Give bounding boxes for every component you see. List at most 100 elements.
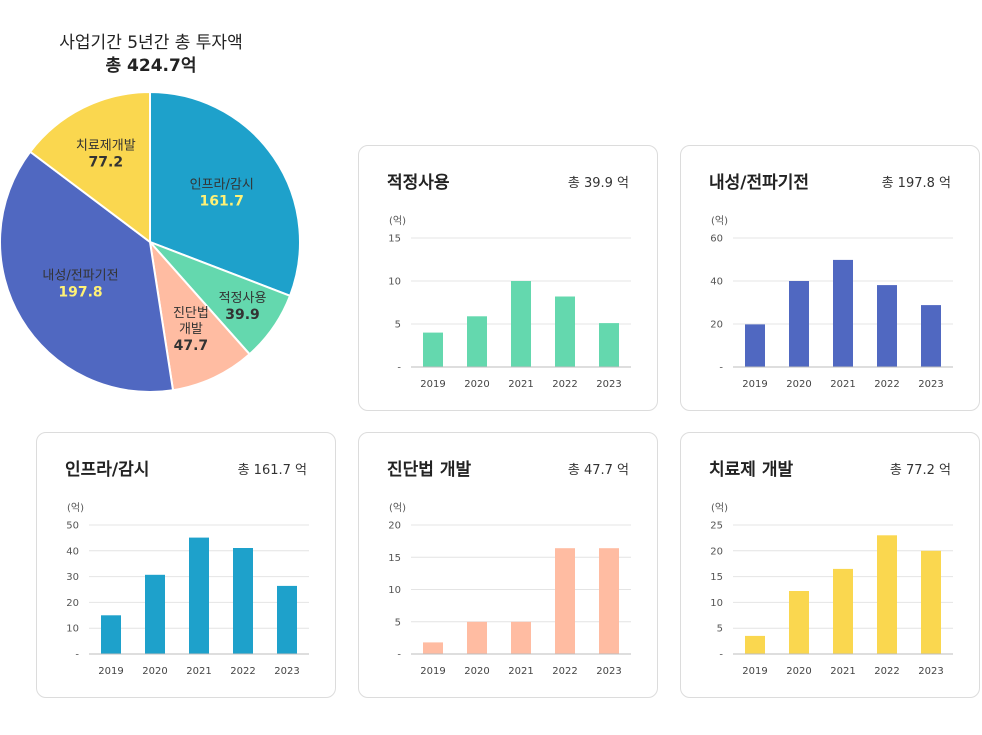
- y-tick-label: 15: [388, 234, 401, 245]
- bar: [555, 548, 575, 654]
- bar-chart-diagnostics: (억) - 5 10 15 20 2019 2020 2021 2022 2023: [388, 502, 631, 677]
- y-tick-label: 10: [388, 585, 401, 596]
- chart-card-infrastructure: 인프라/감시 총 161.7 억 (억) - 10 20 30 40 50 2019 2020 2…: [36, 432, 336, 698]
- bar: [789, 281, 809, 367]
- bar: [189, 537, 209, 654]
- bar-chart-appropriate-use: (억) - 5 10 15 2019 2020 2021 2022 2023: [388, 215, 631, 390]
- bar: [467, 316, 487, 367]
- x-tick-label: 2021: [830, 666, 855, 677]
- chart-card-therapeutics: 치료제 개발 총 77.2 억 (억) - 5 10 15 20 25 2019 2020 202…: [680, 432, 980, 698]
- card-title: 내성/전파기전: [709, 173, 810, 193]
- bar: [877, 285, 897, 367]
- bar: [921, 550, 941, 654]
- card-total: 총 77.2 억: [889, 463, 951, 478]
- y-axis-unit: (억): [711, 502, 728, 514]
- pie-slice: [149, 90, 301, 298]
- card-total: 총 39.9 억: [567, 176, 629, 191]
- bar: [467, 621, 487, 655]
- pie-slice: [148, 238, 251, 392]
- y-tick-label: -: [397, 650, 401, 661]
- x-tick-label: 2023: [596, 379, 621, 390]
- bar: [555, 296, 575, 367]
- x-tick-label: 2022: [874, 379, 899, 390]
- bar-chart-therapeutics: (억) - 5 10 15 20 25 2019 2020 2021 2022 2023: [710, 502, 953, 677]
- pie-slice-label: 적정사용: [219, 291, 267, 306]
- bar: [423, 332, 443, 367]
- pie-slice-value: 161.7: [200, 194, 244, 210]
- x-tick-label: 2019: [420, 666, 445, 677]
- x-tick-label: 2022: [874, 666, 899, 677]
- pie-slice-label: 내성/전파기전: [42, 269, 118, 284]
- y-axis-unit: (억): [67, 502, 84, 514]
- y-tick-label: 5: [717, 624, 723, 635]
- x-tick-label: 2019: [98, 666, 123, 677]
- y-axis-unit: (억): [711, 215, 728, 227]
- bar: [511, 281, 531, 367]
- y-tick-label: 30: [66, 572, 79, 583]
- bar: [833, 568, 853, 654]
- pie-title-total: 총 424.7억: [105, 56, 197, 76]
- chart-card-diagnostics: 진단법 개발 총 47.7 억 (억) - 5 10 15 20 2019 2020 2021 2…: [358, 432, 658, 698]
- x-tick-label: 2019: [420, 379, 445, 390]
- y-tick-label: 20: [710, 320, 723, 331]
- x-tick-label: 2023: [918, 379, 943, 390]
- x-tick-label: 2022: [552, 666, 577, 677]
- x-tick-label: 2021: [508, 379, 533, 390]
- bar: [599, 323, 619, 367]
- bar: [101, 615, 121, 654]
- card-title: 적정사용: [387, 173, 450, 193]
- bar: [789, 591, 809, 654]
- bar: [511, 621, 531, 655]
- y-tick-label: 5: [395, 320, 401, 331]
- x-tick-label: 2020: [464, 666, 489, 677]
- bar: [423, 642, 443, 654]
- y-tick-label: 60: [710, 234, 723, 245]
- card-total: 총 197.8 억: [881, 176, 951, 191]
- y-tick-label: 20: [710, 546, 723, 557]
- bar: [745, 324, 765, 367]
- y-tick-label: 15: [388, 553, 401, 564]
- y-tick-label: 25: [710, 521, 723, 532]
- card-title: 치료제 개발: [709, 460, 794, 480]
- x-tick-label: 2022: [230, 666, 255, 677]
- pie-slice-label: 치료제개발: [76, 138, 136, 153]
- pie-title-line1: 사업기간 5년간 총 투자액: [59, 33, 243, 53]
- x-tick-label: 2023: [596, 666, 621, 677]
- card-total: 총 161.7 억: [237, 463, 307, 478]
- card-total: 총 47.7 억: [567, 463, 629, 478]
- bar: [145, 574, 165, 654]
- x-tick-label: 2023: [918, 666, 943, 677]
- x-tick-label: 2020: [786, 666, 811, 677]
- pie-slice-label: 진단법 개발: [173, 306, 209, 337]
- bar-chart-infrastructure: (억) - 10 20 30 40 50 2019 2020 2021 2022 2023: [66, 502, 309, 677]
- y-tick-label: 5: [395, 617, 401, 628]
- y-axis-unit: (억): [389, 502, 406, 514]
- pie-slice-label: 인프라/감시: [190, 178, 254, 193]
- y-tick-label: 15: [710, 572, 723, 583]
- x-tick-label: 2022: [552, 379, 577, 390]
- pie-chart-title: 사업기간 5년간 총 투자액 총 424.7억: [0, 32, 302, 78]
- y-tick-label: 40: [710, 277, 723, 288]
- bar: [745, 635, 765, 654]
- card-title: 인프라/감시: [65, 460, 150, 480]
- y-tick-label: 10: [710, 598, 723, 609]
- x-tick-label: 2019: [742, 666, 767, 677]
- chart-card-resistance-mechanism: 내성/전파기전 총 197.8 억 (억) - 20 40 60 2019 2020 2021…: [680, 145, 980, 411]
- y-tick-label: 20: [66, 598, 79, 609]
- y-tick-label: 40: [66, 546, 79, 557]
- card-title: 진단법 개발: [387, 460, 472, 480]
- y-tick-label: 10: [388, 277, 401, 288]
- bar: [277, 585, 297, 654]
- x-tick-label: 2021: [830, 379, 855, 390]
- y-axis-unit: (억): [389, 215, 406, 227]
- pie-slice-value: 39.9: [225, 307, 260, 323]
- bar: [877, 535, 897, 654]
- x-tick-label: 2020: [464, 379, 489, 390]
- x-tick-label: 2021: [508, 666, 533, 677]
- pie-slice-value: 77.2: [89, 154, 124, 170]
- bar: [233, 548, 253, 654]
- pie-slice-value: 197.8: [58, 285, 102, 301]
- y-tick-label: -: [719, 363, 723, 374]
- bar: [833, 259, 853, 367]
- y-tick-label: -: [75, 650, 79, 661]
